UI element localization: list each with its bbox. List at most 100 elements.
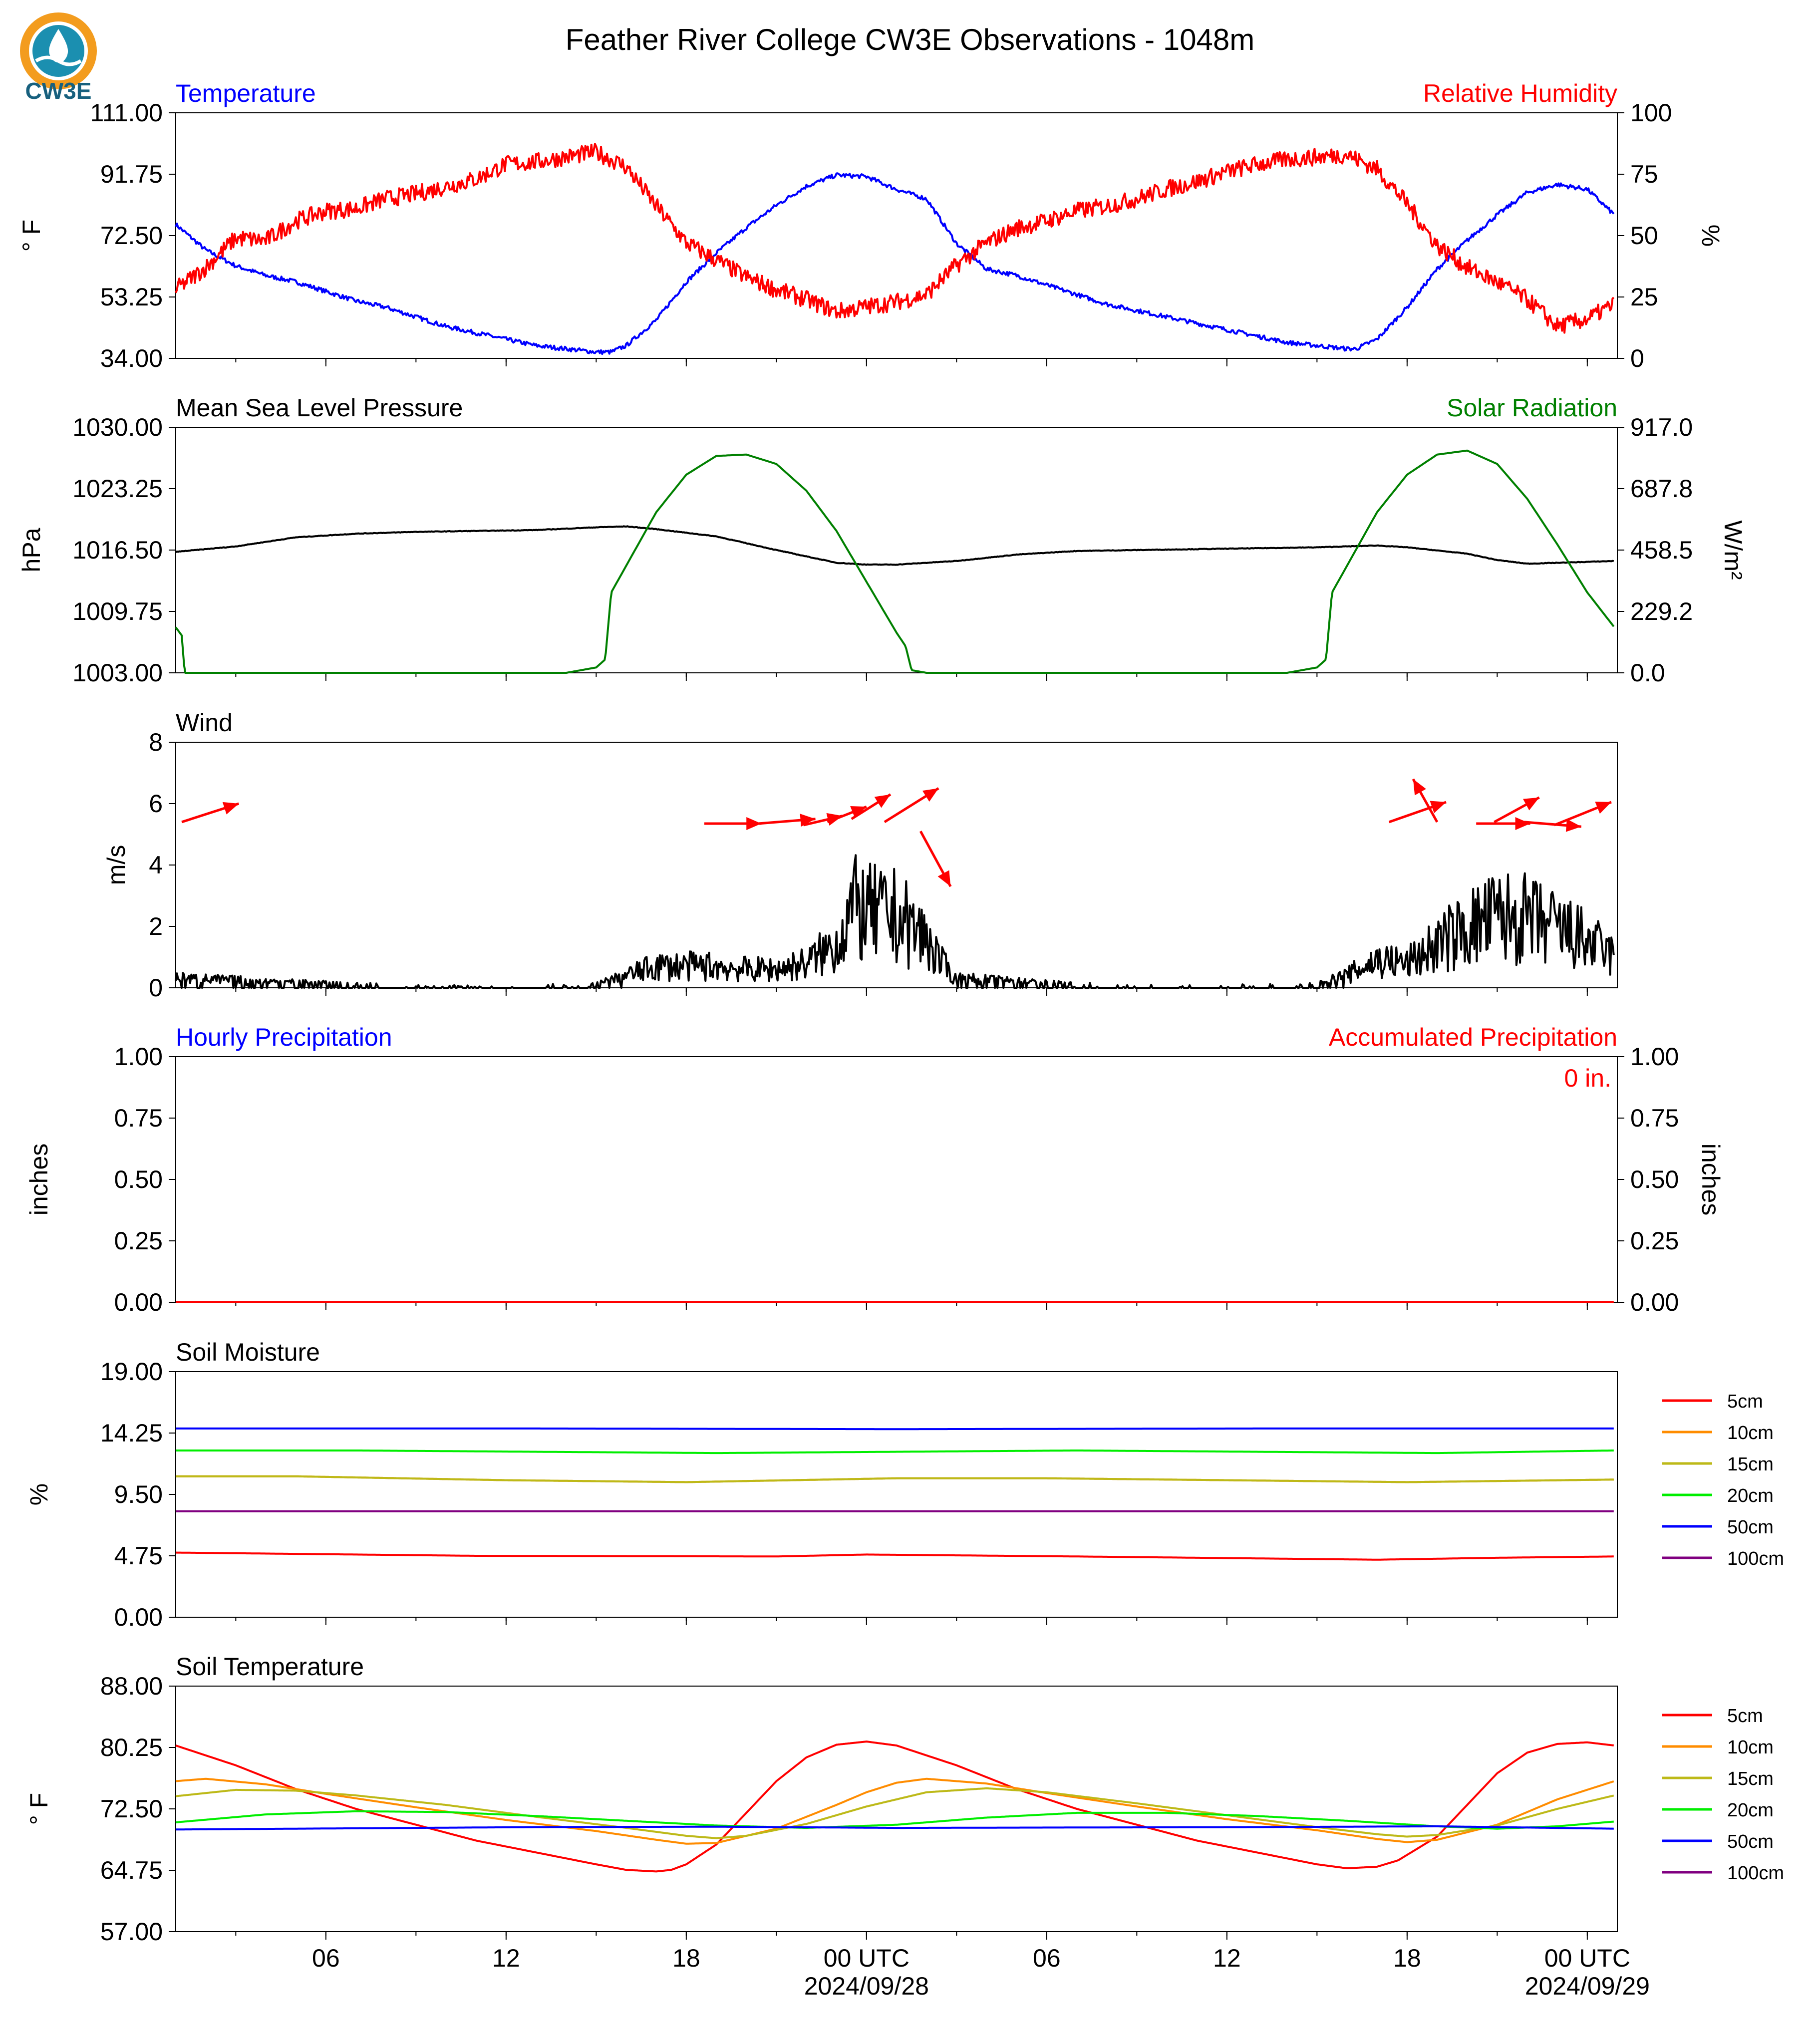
panel-1: Mean Sea Level Pressure Solar Radiation 10… [17, 394, 1747, 687]
x-date-label: 2024/09/29 [1525, 1972, 1650, 2000]
y-tick-label: 91.75 [100, 160, 163, 188]
y2-tick-label: 0.00 [1630, 1288, 1679, 1316]
wind-arrow [851, 793, 892, 820]
wind-arrow-head [1430, 801, 1447, 814]
wind-arrow [1476, 817, 1530, 830]
y2-tick-label: 0.75 [1630, 1104, 1679, 1132]
y-tick-label: 1016.50 [72, 536, 163, 564]
panel-title-right: Accumulated Precipitation [1329, 1023, 1617, 1051]
logo-text: CW3E [25, 78, 92, 104]
y2-tick-label: 458.5 [1630, 536, 1693, 564]
series-line-1 [175, 449, 1615, 674]
legend-label: 10cm [1727, 1423, 1774, 1444]
logo-drop-icon [49, 29, 68, 63]
panel-2: Wind 8 6 4 2 0 m/s [102, 709, 1618, 1002]
series-line-15cm [176, 1475, 1614, 1483]
page-title: Feather River College CW3E Observations … [566, 23, 1255, 56]
legend-label: 20cm [1727, 1485, 1774, 1506]
wind-arrow-head [1523, 797, 1539, 811]
logo-wave-icon [35, 55, 82, 66]
panel-title-left: Soil Moisture [176, 1338, 320, 1366]
legend-label: 10cm [1727, 1737, 1774, 1758]
y-tick-label: 34.00 [100, 344, 163, 372]
legend-label: 5cm [1727, 1706, 1763, 1727]
y2-tick-label: 50 [1630, 222, 1658, 250]
y-tick-label: 53.25 [100, 283, 163, 311]
series-line-5cm [175, 1740, 1614, 1873]
wind-arrow-head [746, 817, 762, 830]
wind-arrow [1388, 801, 1447, 824]
y-tick-label: 57.00 [100, 1918, 163, 1946]
plot-frame [175, 1371, 1618, 1618]
series-line-0 [175, 525, 1614, 566]
wind-arrow [827, 805, 867, 824]
legend-label: 50cm [1727, 1517, 1774, 1538]
wind-arrow-head [800, 814, 816, 827]
series-line-0 [175, 172, 1615, 355]
plot-frame [175, 1686, 1618, 1932]
y-tick-label: 4.75 [114, 1542, 163, 1570]
x-tick-label: 06 [312, 1944, 340, 1972]
x-tick-label: 00 UTC [1544, 1944, 1630, 1972]
cw3e-logo: CW3E [20, 12, 97, 104]
wind-arrow [181, 802, 240, 824]
y2-tick-label: 75 [1630, 160, 1658, 188]
y-axis-label: inches [25, 1144, 53, 1216]
y-tick-label: 0.25 [114, 1227, 163, 1255]
legend-label: 100cm [1727, 1863, 1784, 1884]
y-tick-label: 1009.75 [72, 597, 163, 625]
y-tick-label: 0.00 [114, 1288, 163, 1316]
y-axis-label: hPa [17, 528, 45, 572]
panel-5: Soil Temperature 88.00 80.25 72.50 64.75 57.0… [25, 1653, 1784, 2000]
y-tick-label: 88.00 [100, 1672, 163, 1700]
panel-title-right: Relative Humidity [1423, 79, 1617, 107]
wind-arrow-head [1515, 817, 1530, 830]
y-tick-label: 1.00 [114, 1043, 163, 1071]
y-tick-label: 72.50 [100, 222, 163, 250]
x-tick-label: 06 [1033, 1944, 1061, 1972]
series-line-1 [175, 143, 1615, 334]
y2-tick-label: 917.0 [1630, 413, 1693, 441]
plot-frame [175, 427, 1618, 673]
x-tick-label: 00 UTC [824, 1944, 910, 1972]
wind-arrow [1494, 796, 1540, 824]
wind-arrow [1553, 801, 1612, 827]
legend-label: 50cm [1727, 1831, 1774, 1852]
panel-0: Temperature Relative Humidity 111.00 91.75 7… [17, 79, 1725, 372]
series-line-10cm [175, 1777, 1614, 1845]
y2-tick-label: 25 [1630, 283, 1658, 311]
y-tick-label: 2 [149, 912, 163, 940]
panel-3: Hourly Precipitation Accumulated Precipit… [25, 1023, 1725, 1316]
y-tick-label: 1030.00 [72, 413, 163, 441]
y-axis-label: ° F [25, 1793, 53, 1825]
x-tick-label: 12 [1213, 1944, 1241, 1972]
series-line-20cm [176, 1449, 1614, 1454]
y-tick-label: 0.00 [114, 1603, 163, 1631]
y-tick-label: 14.25 [100, 1419, 163, 1447]
y2-axis-label: % [1697, 225, 1725, 247]
y2-axis-label: inches [1697, 1144, 1725, 1216]
panel-4: Soil Moisture 19.00 14.25 9.50 4.75 0.00% 5cm 1… [25, 1338, 1784, 1631]
series-line-50cm [175, 1825, 1614, 1831]
plot-frame [175, 1056, 1618, 1303]
legend-label: 5cm [1727, 1391, 1763, 1412]
wind-arrow-head [874, 794, 891, 808]
legend-label: 15cm [1727, 1454, 1774, 1475]
wind-arrow [919, 831, 952, 887]
wind-arrow [704, 817, 762, 830]
y-tick-label: 0.75 [114, 1104, 163, 1132]
y-tick-label: 4 [149, 851, 163, 879]
x-tick-label: 12 [492, 1944, 520, 1972]
series-line-5cm [175, 1551, 1614, 1561]
panel-title-left: Mean Sea Level Pressure [176, 394, 463, 422]
y-tick-label: 0 [149, 974, 163, 1002]
y2-tick-label: 100 [1630, 99, 1672, 127]
y2-tick-label: 0 [1630, 344, 1644, 372]
wind-arrow-head [1565, 819, 1581, 832]
y-axis-label: ° F [17, 220, 45, 252]
wind-arrow [1524, 819, 1582, 832]
legend-label: 15cm [1727, 1768, 1774, 1789]
y-tick-label: 80.25 [100, 1734, 163, 1761]
